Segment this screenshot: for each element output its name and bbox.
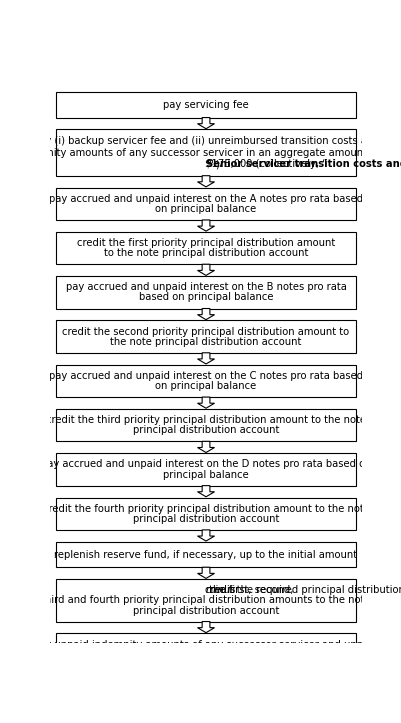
Bar [56, 232, 355, 264]
Bar [56, 633, 355, 666]
Text: indemnity amounts of any successor servicer in an aggregate amount up to: indemnity amounts of any successor servi… [16, 147, 395, 158]
Polygon shape [197, 353, 214, 364]
Text: ”"): ”") [206, 159, 220, 169]
Text: on principal balance: on principal balance [155, 381, 256, 391]
Polygon shape [197, 710, 214, 722]
Text: pay (i) backup servicer fee and (ii) unreimbursed transition costs and: pay (i) backup servicer fee and (ii) unr… [32, 136, 379, 146]
Text: principal distribution account: principal distribution account [132, 425, 279, 435]
Text: indemnity amounts of the indenture trustee and owner trustee: indemnity amounts of the indenture trust… [49, 650, 363, 659]
Text: pay accrued and unpaid interest on the A notes pro rata based: pay accrued and unpaid interest on the A… [49, 194, 362, 204]
Text: the first, second,: the first, second, [206, 585, 293, 595]
Polygon shape [197, 176, 214, 187]
Text: pay servicing fee: pay servicing fee [163, 100, 248, 110]
Text: pay unpaid indemnity amounts of any successor servicer and unpaid: pay unpaid indemnity amounts of any succ… [33, 640, 378, 649]
Bar [56, 497, 355, 530]
Text: credit the fourth priority principal distribution amount to the note: credit the fourth priority principal dis… [43, 504, 369, 513]
Text: credit the second priority principal distribution amount to: credit the second priority principal dis… [62, 327, 349, 337]
Bar [56, 677, 355, 710]
Bar [56, 320, 355, 353]
Text: principal distribution account: principal distribution account [132, 606, 279, 616]
Text: based on principal balance: based on principal balance [138, 292, 273, 302]
Bar [56, 453, 355, 486]
Polygon shape [197, 530, 214, 541]
Text: minus: minus [205, 585, 235, 595]
Bar [56, 409, 355, 441]
Polygon shape [197, 397, 214, 408]
Text: credit the first priority principal distribution amount: credit the first priority principal dist… [77, 238, 334, 248]
Text: to the note principal distribution account: to the note principal distribution accou… [103, 248, 308, 258]
Bar [56, 364, 355, 397]
Text: pay accrued and unpaid interest on the D notes pro rata based on: pay accrued and unpaid interest on the D… [41, 459, 371, 469]
Bar [56, 542, 355, 568]
Polygon shape [197, 220, 214, 231]
Text: credit the third priority principal distribution amount to the note: credit the third priority principal dist… [46, 415, 365, 425]
Text: principal distribution account: principal distribution account [132, 514, 279, 523]
Text: pay accrued and unpaid interest on the C notes pro rata based: pay accrued and unpaid interest on the C… [49, 371, 362, 381]
Bar [56, 129, 355, 176]
Text: the note principal distribution account: the note principal distribution account [110, 337, 301, 346]
Text: on principal balance: on principal balance [155, 204, 256, 214]
Polygon shape [197, 264, 214, 275]
Text: additional servicing fees: additional servicing fees [144, 694, 267, 704]
Polygon shape [197, 309, 214, 320]
Text: credit the required principal distribution amount: credit the required principal distributi… [205, 585, 401, 595]
Polygon shape [197, 118, 214, 129]
Polygon shape [197, 666, 214, 677]
Bar [56, 579, 355, 622]
Text: principal balance: principal balance [163, 469, 248, 479]
Polygon shape [197, 622, 214, 633]
Text: third and fourth priority principal distribution amounts to the note: third and fourth priority principal dist… [41, 595, 370, 605]
Text: pay accrued and unpaid interest on the B notes pro rata: pay accrued and unpaid interest on the B… [65, 282, 346, 292]
Text: replenish reserve fund, if necessary, up to the initial amount: replenish reserve fund, if necessary, up… [54, 549, 357, 560]
Bar [56, 92, 355, 118]
Polygon shape [197, 486, 214, 497]
Text: pay to any successor servicer (other than the backup servicer): pay to any successor servicer (other tha… [49, 684, 362, 694]
Polygon shape [197, 568, 214, 578]
Bar [56, 188, 355, 220]
Bar [56, 722, 355, 723]
Text: $175,000 (collectively, “: $175,000 (collectively, “ [205, 159, 326, 169]
Polygon shape [197, 441, 214, 453]
Text: Senior servicer transition costs and indemnities: Senior servicer transition costs and ind… [205, 159, 401, 169]
Bar [56, 276, 355, 309]
